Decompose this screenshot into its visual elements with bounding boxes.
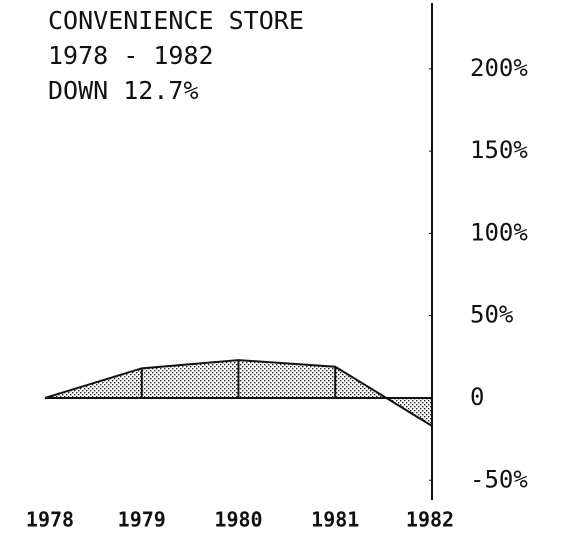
title-line: DOWN 12.7% (48, 76, 199, 105)
y-tick-label: 0 (470, 383, 484, 411)
x-tick-label: 1981 (311, 508, 359, 532)
x-tick-label: 1982 (406, 508, 454, 532)
y-tick-label: 100% (470, 218, 528, 246)
y-tick-label: 50% (470, 301, 514, 329)
title-line: CONVENIENCE STORE (48, 6, 304, 35)
x-tick-label: 1978 (26, 508, 74, 532)
y-tick-label: 150% (470, 136, 528, 164)
y-tick-label: -50% (470, 465, 528, 493)
y-tick-label: 200% (470, 54, 528, 82)
x-tick-label: 1980 (214, 508, 262, 532)
x-tick-label: 1979 (118, 508, 166, 532)
title-line: 1978 - 1982 (48, 41, 214, 70)
